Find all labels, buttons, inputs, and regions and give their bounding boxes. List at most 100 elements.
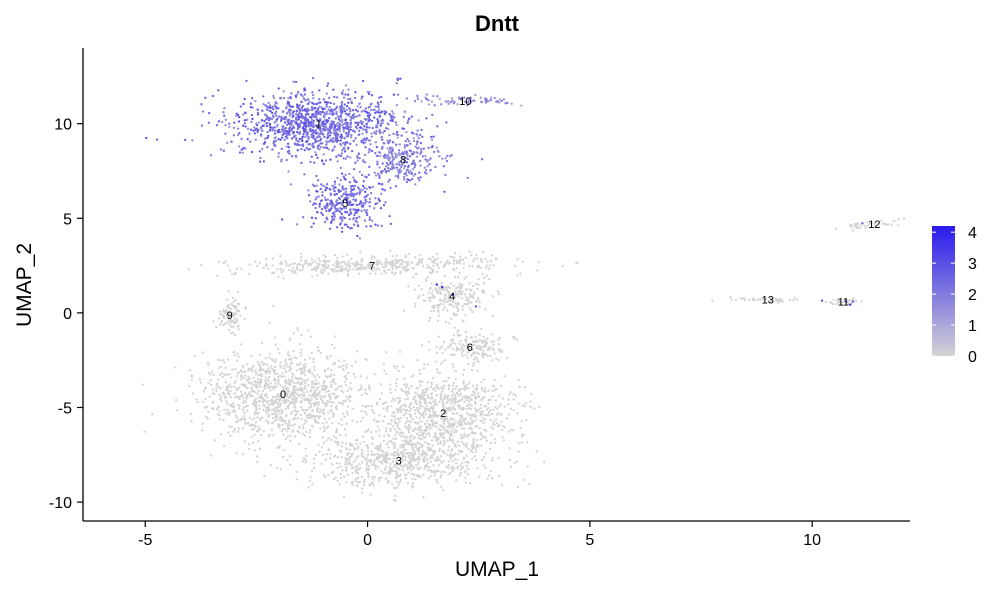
cell-point <box>314 139 317 143</box>
cell-point <box>407 427 410 431</box>
cell-point <box>396 426 400 430</box>
cell-point <box>236 325 239 328</box>
cell-point <box>459 290 462 293</box>
cell-point <box>376 118 379 121</box>
cell-point <box>329 203 332 206</box>
cell-point <box>250 435 254 438</box>
cell-point <box>461 395 464 398</box>
cell-point <box>227 320 230 323</box>
cell-point <box>342 391 345 394</box>
cell-point <box>460 352 463 355</box>
cell-point <box>440 281 443 285</box>
cell-point <box>446 453 449 456</box>
cell-point <box>315 136 319 139</box>
cell-point <box>372 453 375 456</box>
cell-point <box>424 429 428 432</box>
cell-point <box>235 114 238 118</box>
cell-point <box>331 212 335 215</box>
cell-point <box>271 105 274 109</box>
cell-point <box>423 467 426 470</box>
cell-point <box>477 360 480 363</box>
cell-point <box>385 264 388 267</box>
cell-point <box>291 112 294 115</box>
cell-point <box>411 485 414 488</box>
cell-point <box>311 129 315 132</box>
cell-point <box>458 262 461 265</box>
cell-point <box>233 354 236 357</box>
cell-point <box>447 460 450 463</box>
cell-point <box>268 123 272 126</box>
cell-point <box>348 172 351 176</box>
cell-point <box>282 277 285 280</box>
cell-point <box>469 417 472 420</box>
cell-point <box>461 343 464 346</box>
cell-point <box>313 365 316 368</box>
cell-point <box>295 397 299 400</box>
cell-point <box>415 474 419 477</box>
cell-point <box>349 208 352 211</box>
cell-point <box>338 269 341 272</box>
cell-point <box>344 374 348 378</box>
cell-point <box>415 387 418 390</box>
cell-point <box>367 115 371 119</box>
cell-point <box>321 110 324 113</box>
cell-point <box>234 380 237 383</box>
cell-point <box>439 434 442 438</box>
cell-point <box>328 112 331 116</box>
cell-point <box>329 268 333 271</box>
cell-point <box>376 259 379 262</box>
cell-point <box>323 388 327 391</box>
cell-point <box>211 401 215 404</box>
cell-point <box>283 364 286 368</box>
cell-point <box>283 401 286 405</box>
cell-point <box>293 417 297 420</box>
cell-point <box>256 412 259 415</box>
cell-point <box>254 397 258 400</box>
cell-point <box>476 287 479 291</box>
cell-point <box>273 360 277 363</box>
cell-point <box>331 422 334 425</box>
cell-point <box>361 95 364 98</box>
cell-point <box>406 397 409 400</box>
cell-point <box>201 422 204 425</box>
cell-point <box>395 385 398 388</box>
cell-point <box>365 131 368 134</box>
cell-point <box>254 260 257 263</box>
cell-point <box>251 394 255 398</box>
cell-point <box>348 107 351 110</box>
cell-point <box>479 438 483 441</box>
cell-point <box>885 223 888 226</box>
cell-point <box>461 304 465 308</box>
cell-point <box>444 412 447 415</box>
cell-point <box>305 109 308 113</box>
cell-point <box>207 381 210 385</box>
cell-point <box>343 216 346 220</box>
cell-point <box>324 255 327 258</box>
cell-point <box>293 270 296 273</box>
cell-point <box>258 160 262 163</box>
cell-point <box>475 438 479 442</box>
cell-point <box>243 370 247 373</box>
cell-point <box>375 420 378 423</box>
cell-point <box>461 465 464 469</box>
cell-point <box>228 317 231 321</box>
cell-point <box>452 312 456 315</box>
cell-point <box>478 301 481 304</box>
cell-point <box>429 475 432 478</box>
cell-point <box>232 134 236 137</box>
cell-point <box>380 461 383 464</box>
cell-point <box>460 423 464 427</box>
cell-point <box>444 306 447 309</box>
cell-point <box>377 103 380 106</box>
cell-point <box>372 108 375 112</box>
cell-point <box>366 471 369 474</box>
cell-point <box>289 365 292 368</box>
cell-point <box>276 123 279 126</box>
cell-point <box>400 259 404 263</box>
cell-point <box>244 385 247 389</box>
cell-point <box>441 436 444 439</box>
cell-point <box>344 460 347 463</box>
cell-point <box>501 436 504 439</box>
cell-point <box>434 283 437 286</box>
cell-point <box>401 432 405 435</box>
